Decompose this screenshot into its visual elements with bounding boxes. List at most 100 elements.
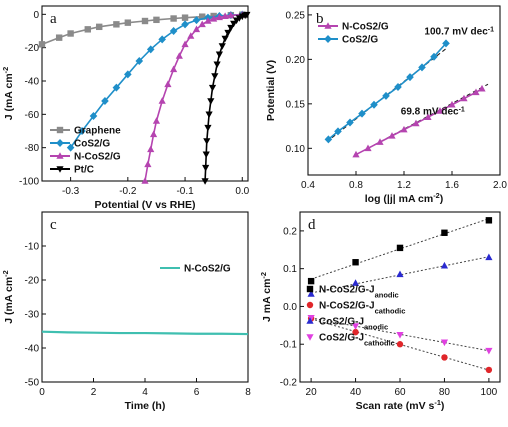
data-point [181, 14, 189, 21]
legend-label: N-CoS2/G-Janodic [319, 285, 399, 300]
y-tick-label: 0.2 [283, 226, 297, 237]
legend-marker [56, 152, 64, 159]
data-point [370, 100, 378, 109]
x-tick-label: 80 [439, 387, 451, 398]
legend-entry: CoS2/G [50, 139, 110, 150]
legend-label: N-CoS2/G [184, 264, 231, 275]
plot-frame [41, 211, 249, 383]
data-point [204, 124, 212, 132]
data-point [147, 145, 155, 153]
legend-label: CoS2/G-Jcathodic [319, 333, 395, 348]
panel-c: c 0 2 4 6 8 -10 -20 -30 -40 -50 Time (h) J (mA cm-2 N… [1, 211, 251, 412]
data-point [124, 70, 132, 79]
data-point [192, 16, 201, 25]
data-point [441, 229, 448, 236]
legend-label: Pt/C [74, 165, 94, 176]
data-point [485, 347, 493, 355]
legend-marker [306, 301, 314, 309]
series-3 [307, 314, 493, 355]
x-tick-label: 60 [394, 387, 406, 398]
x-tick-label: 2 [91, 387, 97, 398]
data-point [170, 65, 178, 73]
data-point [205, 111, 213, 119]
series-line [41, 330, 249, 336]
data-point [213, 61, 221, 69]
data-point [351, 279, 360, 286]
x-tick-label: -0.3 [62, 186, 80, 197]
data-point [221, 35, 229, 43]
data-point [199, 13, 206, 20]
data-point [202, 164, 210, 172]
data-point [351, 323, 360, 330]
data-point [181, 20, 189, 29]
data-point [215, 51, 223, 59]
legend-entry: CoS2/G [318, 35, 378, 46]
data-point [141, 177, 149, 184]
data-point [485, 366, 493, 374]
data-point [227, 24, 235, 32]
y-tick-label: 0.25 [286, 10, 306, 21]
x-tick-label: 40 [350, 387, 362, 398]
panel-a: a -0.3 -0.2 -0.1 0.0 0 -20 -40 -60 -80 -100 Potenti… [1, 5, 251, 211]
data-point [66, 143, 75, 152]
legend-label: Graphene [74, 126, 121, 137]
data-point [187, 32, 195, 39]
y-axis-label: J mA cm-2 [259, 272, 274, 322]
x-tick-label: 4 [142, 387, 148, 398]
data-point [406, 73, 414, 82]
data-point [243, 11, 251, 19]
legend-entry: Pt/C [50, 165, 94, 176]
y-tick-label: 0 [33, 10, 39, 21]
data-point [418, 63, 426, 72]
data-point [412, 119, 420, 127]
data-point [158, 35, 166, 44]
legend-entry: Graphene [50, 126, 121, 137]
x-axis-label: Scan rate (mV s-1) [356, 398, 445, 413]
data-point [358, 109, 366, 118]
y-axis-label: Potential (V) [265, 60, 277, 121]
data-point [215, 13, 223, 21]
y-tick-label: 0.10 [286, 144, 306, 155]
x-tick-label: 6 [194, 387, 200, 398]
y-tick-label: -0.1 [280, 340, 298, 351]
legend-label: N-CoS2/G-Jcathodic [319, 301, 405, 316]
series-0 [352, 84, 486, 158]
data-point [38, 41, 46, 48]
y-tick-label: -60 [25, 110, 40, 121]
data-point [78, 127, 86, 135]
series-2 [307, 253, 493, 297]
data-point [218, 43, 226, 50]
data-point [440, 339, 449, 347]
panel-d: d 20 40 60 80 100 0.2 0.1 0.0 -0.1 -0.2 Scan rate (… [259, 211, 501, 413]
panel-b: b 0.4 0.8 1.2 1.6 2.0 0.25 0.20 0.15 0.10 log (|j|… [265, 5, 507, 205]
data-point [208, 84, 217, 92]
y-tick-label: -10 [25, 242, 40, 253]
data-point [55, 34, 63, 41]
data-point [388, 132, 396, 139]
data-point [158, 97, 166, 104]
x-tick-label: 0.4 [301, 180, 315, 191]
legend-entry: N-CoS2/G [160, 264, 231, 275]
legend-label: CoS2/G-Janodic [319, 317, 388, 332]
data-point [192, 25, 201, 33]
panel-label: a [50, 11, 57, 27]
data-point [364, 144, 372, 152]
legend-marker [306, 317, 314, 324]
x-tick-label: 0.0 [235, 186, 249, 197]
data-point [175, 52, 183, 59]
legend-entry: CoS2/G-Jcathodic [306, 333, 395, 348]
series-0 [307, 217, 493, 285]
legend-entry: N-CoS2/G [318, 22, 389, 33]
slope-annotation: 69.8 mV dec-1 [401, 106, 465, 118]
data-point [430, 52, 438, 61]
legend-label: N-CoS2/G [74, 152, 121, 163]
y-tick-label: -30 [25, 310, 40, 321]
panel-label: c [50, 217, 57, 233]
series-2 [141, 10, 246, 184]
data-point [203, 138, 211, 145]
data-point [352, 328, 359, 336]
y-tick-label: -20 [25, 276, 40, 287]
x-tick-label: 0.8 [349, 180, 363, 191]
data-point [442, 39, 450, 48]
